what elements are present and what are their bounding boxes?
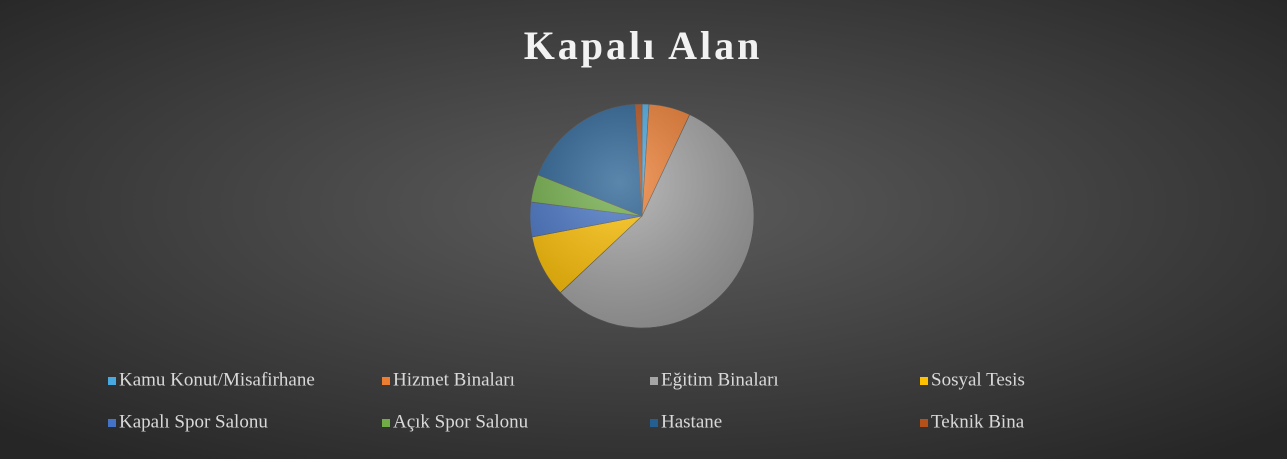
- legend-swatch: [920, 419, 928, 427]
- legend-swatch: [108, 377, 116, 385]
- legend-label: Açık Spor Salonu: [393, 411, 529, 432]
- legend-label: Teknik Bina: [931, 411, 1025, 432]
- legend-label: Kamu Konut/Misafirhane: [119, 369, 315, 390]
- legend-label: Hastane: [661, 411, 722, 432]
- legend-swatch: [382, 419, 390, 427]
- legend-swatch: [650, 377, 658, 385]
- legend-swatch: [920, 377, 928, 385]
- legend-label: Kapalı Spor Salonu: [119, 411, 268, 432]
- chart-title: Kapalı Alan: [524, 23, 763, 68]
- legend-swatch: [650, 419, 658, 427]
- legend-swatch: [382, 377, 390, 385]
- legend-label: Eğitim Binaları: [661, 369, 779, 390]
- legend-swatch: [108, 419, 116, 427]
- legend-label: Hizmet Binaları: [393, 369, 515, 390]
- legend-label: Sosyal Tesis: [931, 369, 1025, 390]
